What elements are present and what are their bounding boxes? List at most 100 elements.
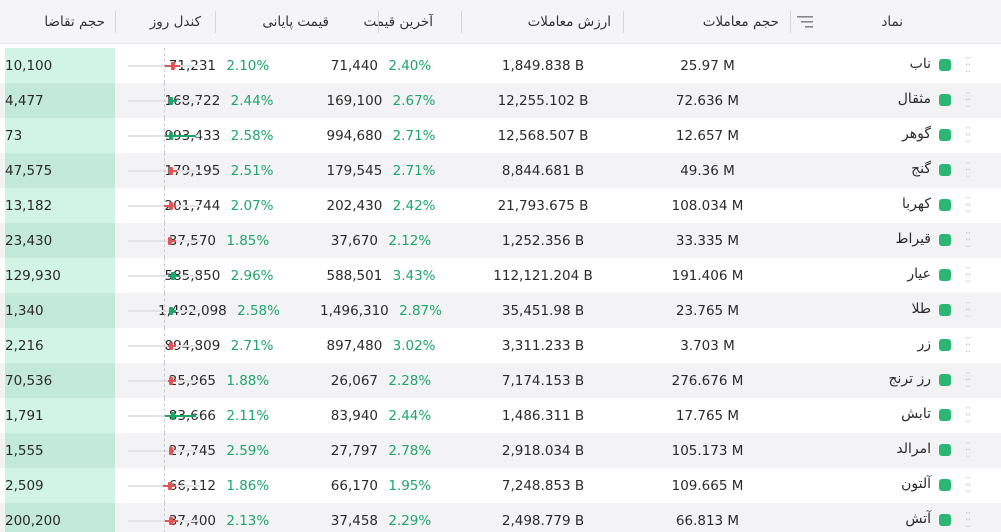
- header-bid-volume[interactable]: حجم تقاضا: [44, 14, 105, 30]
- drag-grip-icon[interactable]: ⁚⁚ ⁚⁚: [965, 300, 971, 320]
- close-price-percent: 2.71%: [230, 337, 274, 354]
- day-candle: [128, 48, 202, 83]
- symbol-name[interactable]: تابش: [901, 406, 931, 422]
- table-row[interactable]: ⁚⁚ ⁚⁚ ناب 25.97 M 1,849.838 B 71,440 2.40…: [0, 48, 1001, 83]
- header-volume[interactable]: حجم معاملات: [702, 14, 779, 30]
- trade-volume: 49.36 M: [680, 162, 735, 179]
- close-price-percent: 1.88%: [226, 372, 270, 389]
- trade-value: 1,849.838 B: [501, 57, 585, 74]
- drag-grip-icon[interactable]: ⁚⁚ ⁚⁚: [965, 125, 971, 145]
- close-price-percent: 2.10%: [226, 57, 270, 74]
- symbol-status-icon: [939, 129, 951, 141]
- trade-volume: 33.335 M: [675, 232, 740, 249]
- last-price-percent: 2.78%: [388, 442, 432, 459]
- header-value[interactable]: ارزش معاملات: [527, 14, 611, 30]
- candle-body: [170, 62, 175, 70]
- symbol-status-icon: [939, 409, 951, 421]
- table-header: نماد حجم معاملات ارزش معاملات آخرین قیمت…: [0, 0, 1001, 44]
- symbol-name[interactable]: کهربا: [901, 196, 931, 212]
- bid-volume: 200,200: [5, 512, 61, 529]
- symbol-name[interactable]: طلا: [911, 301, 932, 317]
- trade-value: 7,248.853 B: [501, 477, 585, 494]
- symbol-name[interactable]: قیراط: [895, 231, 931, 247]
- trade-volume: 66.813 M: [675, 512, 740, 529]
- day-candle: [128, 293, 202, 328]
- drag-grip-icon[interactable]: ⁚⁚ ⁚⁚: [965, 265, 971, 285]
- day-candle: [128, 328, 202, 363]
- trade-value: 3,311.233 B: [501, 337, 585, 354]
- drag-grip-icon[interactable]: ⁚⁚ ⁚⁚: [965, 440, 971, 460]
- trade-volume: 3.703 M: [680, 337, 735, 354]
- candle-body: [169, 167, 174, 175]
- close-price-percent: 1.86%: [226, 477, 270, 494]
- candle-body: [169, 132, 174, 140]
- drag-grip-icon[interactable]: ⁚⁚ ⁚⁚: [965, 55, 971, 75]
- drag-grip-icon[interactable]: ⁚⁚ ⁚⁚: [965, 475, 971, 495]
- header-close-price[interactable]: قیمت پایانی: [262, 14, 329, 30]
- trade-volume: 25.97 M: [680, 57, 735, 74]
- symbol-name[interactable]: گوهر: [901, 126, 931, 142]
- symbol-name[interactable]: زر: [917, 336, 931, 352]
- header-separator: [623, 11, 624, 33]
- symbol-name[interactable]: مثقال: [897, 91, 931, 107]
- symbol-status-icon: [939, 164, 951, 176]
- trade-value: 2,498.779 B: [501, 512, 585, 529]
- symbol-name[interactable]: آلتون: [901, 476, 931, 492]
- candle-midline: [164, 223, 165, 258]
- sort-lines-icon[interactable]: [797, 15, 813, 29]
- header-separator: [461, 11, 462, 33]
- table-row[interactable]: ⁚⁚ ⁚⁚ کهربا 108.034 M 21,793.675 B 202,43…: [0, 188, 1001, 223]
- symbol-status-icon: [939, 444, 951, 456]
- table-row[interactable]: ⁚⁚ ⁚⁚ رز ترنج 276.676 M 7,174.153 B 26,06…: [0, 363, 1001, 398]
- table-row[interactable]: ⁚⁚ ⁚⁚ عیار 191.406 M 112,121.204 B 588,50…: [0, 258, 1001, 293]
- table-row[interactable]: ⁚⁚ ⁚⁚ زر 3.703 M 3,311.233 B 897,480 3.02…: [0, 328, 1001, 363]
- drag-grip-icon[interactable]: ⁚⁚ ⁚⁚: [965, 90, 971, 110]
- drag-grip-icon[interactable]: ⁚⁚ ⁚⁚: [965, 195, 971, 215]
- table-row[interactable]: ⁚⁚ ⁚⁚ گوهر 12.657 M 12,568.507 B 994,680 …: [0, 118, 1001, 153]
- symbol-status-icon: [939, 479, 951, 491]
- symbol-name[interactable]: گنج: [911, 161, 931, 177]
- table-row[interactable]: ⁚⁚ ⁚⁚ امرالد 105.173 M 2,918.034 B 27,797…: [0, 433, 1001, 468]
- bid-volume: 4,477: [5, 92, 44, 109]
- table-row[interactable]: ⁚⁚ ⁚⁚ تابش 17.765 M 1,486.311 B 83,940 2.…: [0, 398, 1001, 433]
- table-row[interactable]: ⁚⁚ ⁚⁚ طلا 23.765 M 35,451.98 B 1,496,310 …: [0, 293, 1001, 328]
- table-row[interactable]: ⁚⁚ ⁚⁚ مثقال 72.636 M 12,255.102 B 169,100…: [0, 83, 1001, 118]
- header-separator: [790, 11, 791, 33]
- bid-volume: 1,555: [5, 442, 44, 459]
- last-price-percent: 2.42%: [392, 197, 436, 214]
- last-price-percent: 1.95%: [388, 477, 432, 494]
- header-symbol[interactable]: نماد: [881, 14, 903, 30]
- header-candle[interactable]: کندل روز: [149, 14, 201, 30]
- drag-grip-icon[interactable]: ⁚⁚ ⁚⁚: [965, 370, 971, 390]
- candle-midline: [164, 328, 165, 363]
- bid-volume-cell: 73: [5, 118, 115, 153]
- drag-grip-icon[interactable]: ⁚⁚ ⁚⁚: [965, 405, 971, 425]
- symbol-name[interactable]: عیار: [907, 266, 931, 282]
- day-candle: [128, 398, 202, 433]
- symbol-name[interactable]: امرالد: [896, 441, 931, 457]
- candle-body: [169, 97, 174, 105]
- last-price: 179,545: [326, 162, 383, 179]
- table-row[interactable]: ⁚⁚ ⁚⁚ گنج 49.36 M 8,844.681 B 179,545 2.7…: [0, 153, 1001, 188]
- drag-grip-icon[interactable]: ⁚⁚ ⁚⁚: [965, 160, 971, 180]
- symbol-status-icon: [939, 374, 951, 386]
- candle-body: [170, 272, 175, 280]
- table-row[interactable]: ⁚⁚ ⁚⁚ آلتون 109.665 M 7,248.853 B 66,170 …: [0, 468, 1001, 503]
- candle-body: [169, 202, 174, 210]
- candle-body: [169, 307, 174, 315]
- bid-volume-cell: 4,477: [5, 83, 115, 118]
- table-row[interactable]: ⁚⁚ ⁚⁚ قیراط 33.335 M 1,252.356 B 37,670 2…: [0, 223, 1001, 258]
- symbol-status-icon: [939, 59, 951, 71]
- header-last-price[interactable]: آخرین قیمت: [363, 14, 433, 30]
- symbol-name[interactable]: آتش: [905, 511, 931, 527]
- bid-volume-cell: 1,340: [5, 293, 115, 328]
- drag-grip-icon[interactable]: ⁚⁚ ⁚⁚: [965, 335, 971, 355]
- table-row[interactable]: ⁚⁚ ⁚⁚ آتش 66.813 M 2,498.779 B 37,458 2.2…: [0, 503, 1001, 532]
- drag-grip-icon[interactable]: ⁚⁚ ⁚⁚: [965, 230, 971, 250]
- trade-value: 12,568.507 B: [497, 127, 589, 144]
- symbol-name[interactable]: رز ترنج: [888, 371, 931, 387]
- drag-grip-icon[interactable]: ⁚⁚ ⁚⁚: [965, 510, 971, 530]
- candle-midline: [164, 293, 165, 328]
- symbol-name[interactable]: ناب: [909, 56, 931, 72]
- trade-volume: 108.034 M: [671, 197, 744, 214]
